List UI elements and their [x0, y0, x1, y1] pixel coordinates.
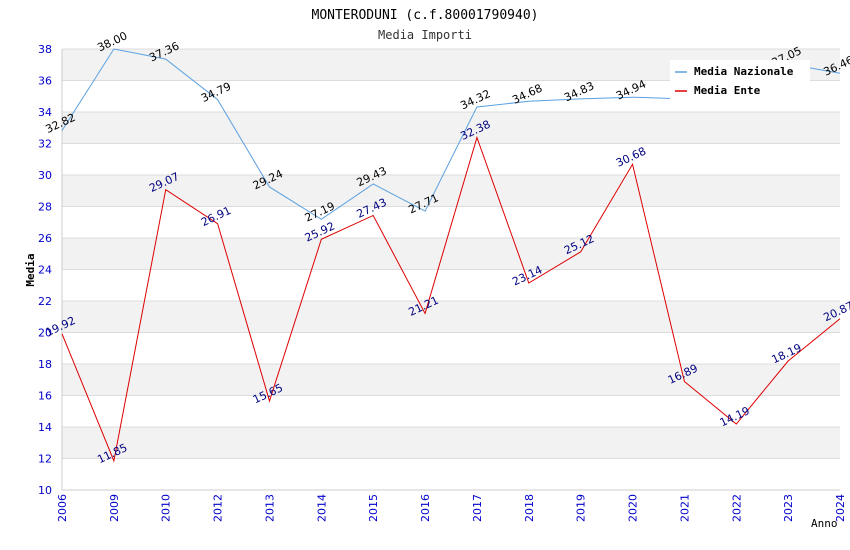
data-label-ente: 26.91 — [199, 204, 233, 229]
y-tick-label: 20 — [38, 327, 52, 340]
x-tick-label: 2009 — [108, 494, 121, 522]
legend-box — [670, 60, 810, 100]
y-tick-label: 12 — [38, 453, 52, 466]
x-tick-label: 2014 — [315, 494, 328, 522]
y-tick-label: 18 — [38, 358, 52, 371]
x-tick-label: 2020 — [627, 494, 640, 522]
x-tick-label: 2019 — [575, 494, 588, 522]
x-tick-labels: 2006 2009 2010 2012 2013 2014 2015 2016 2017 2018… — [56, 494, 847, 522]
y-tick-label: 32 — [38, 138, 52, 151]
x-tick-label: 2021 — [678, 494, 691, 522]
legend-label-ente: Media Ente — [694, 84, 761, 97]
y-tick-label: 14 — [38, 421, 52, 434]
y-axis-title: Media — [24, 253, 37, 286]
y-tick-label: 10 — [38, 484, 52, 497]
grid-band — [62, 175, 840, 207]
x-tick-label: 2013 — [263, 494, 276, 522]
x-tick-label: 2024 — [834, 494, 847, 522]
x-tick-label: 2015 — [367, 494, 380, 522]
x-tick-label: 2006 — [56, 494, 69, 522]
y-tick-label: 30 — [38, 169, 52, 182]
grid-lines — [62, 48, 840, 491]
background-bands — [62, 49, 840, 459]
grid-band — [62, 364, 840, 396]
x-tick-label: 2016 — [419, 494, 432, 522]
y-tick-labels: 10 12 14 16 18 20 22 24 26 28 30 32 34 36 38 — [38, 43, 52, 497]
data-label-ente: 19.92 — [43, 314, 77, 339]
legend: Media Nazionale Media Ente — [670, 60, 810, 100]
x-tick-label: 2017 — [471, 494, 484, 522]
x-axis-title: Anno — [811, 517, 838, 530]
y-tick-label: 36 — [38, 75, 52, 88]
x-tick-label: 2023 — [782, 494, 795, 522]
data-label-ente: 14.19 — [718, 404, 752, 429]
y-tick-label: 16 — [38, 390, 52, 403]
y-tick-label: 38 — [38, 43, 52, 56]
data-label-nazionale: 34.83 — [562, 79, 596, 104]
x-tick-label: 2012 — [212, 494, 225, 522]
y-tick-label: 34 — [38, 106, 52, 119]
grid-band — [62, 112, 840, 144]
grid-band — [62, 238, 840, 270]
data-label-nazionale: 34.94 — [614, 77, 648, 102]
y-tick-label: 22 — [38, 295, 52, 308]
x-tick-label: 2022 — [730, 494, 743, 522]
chart-subtitle: Media Importi — [378, 28, 472, 42]
y-tick-label: 26 — [38, 232, 52, 245]
x-tick-label: 2018 — [523, 494, 536, 522]
y-tick-label: 24 — [38, 264, 52, 277]
data-label-nazionale: 34.32 — [458, 87, 492, 112]
grid-band — [62, 427, 840, 459]
y-tick-label: 28 — [38, 201, 52, 214]
grid-band — [62, 301, 840, 333]
chart-title: MONTERODUNI (c.f.80001790940) — [312, 8, 539, 23]
data-label-nazionale: 34.79 — [199, 80, 233, 105]
legend-label-nazionale: Media Nazionale — [694, 65, 794, 78]
data-label-nazionale: 34.68 — [510, 82, 544, 107]
series-line-ente — [61, 135, 841, 463]
x-tick-label: 2010 — [160, 494, 173, 522]
axes — [61, 49, 840, 491]
